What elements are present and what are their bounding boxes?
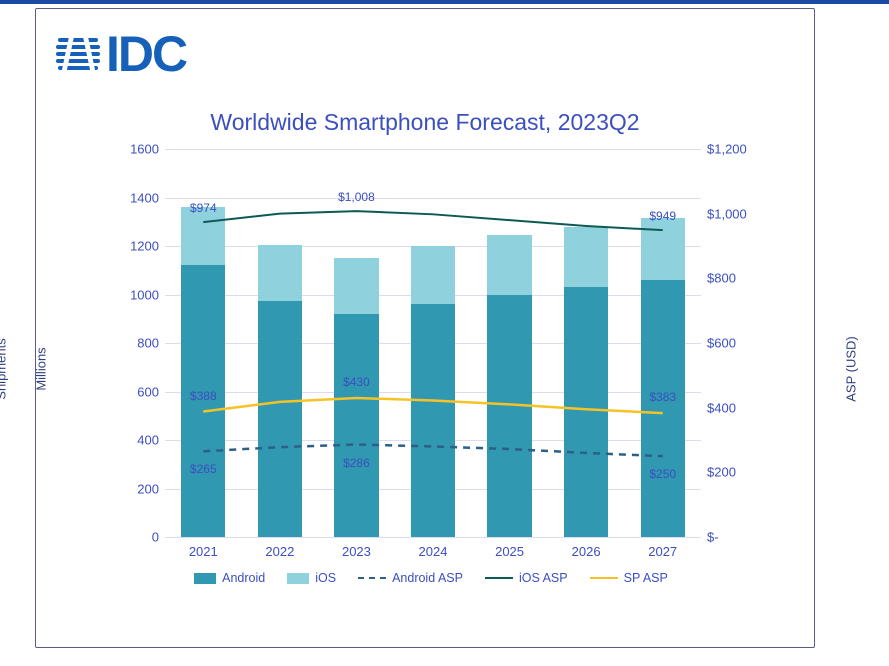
legend-swatch-line [358,577,386,579]
data-label: $383 [649,390,676,404]
grid-line [165,149,701,150]
legend-item: iOS ASP [485,571,568,585]
x-tick: 2027 [648,544,677,559]
chart-frame: IDC Worldwide Smartphone Forecast, 2023Q… [35,8,815,648]
canvas: IDC Worldwide Smartphone Forecast, 2023Q… [0,0,889,666]
y-right-tick: $400 [707,400,767,415]
y-right-tick: $200 [707,465,767,480]
bar-seg-android [411,304,455,537]
y-left-tick: 600 [109,384,159,399]
y-right-tick: $1,000 [707,206,767,221]
y-left-tick: 1000 [109,287,159,302]
bar-seg-android [564,287,608,537]
bar [258,245,302,537]
y-left-tick: 1600 [109,142,159,157]
data-label: $250 [649,467,676,481]
bar [181,207,225,537]
x-tick: 2022 [265,544,294,559]
legend-label: Android [222,571,265,585]
bar-seg-ios [181,207,225,265]
legend-item: Android ASP [358,571,463,585]
legend-swatch-line [590,577,618,579]
y-right-tick: $600 [707,336,767,351]
bar [564,227,608,537]
bar-seg-android [641,280,685,537]
data-label: $430 [343,375,370,389]
data-label: $949 [649,209,676,223]
legend-label: SP ASP [624,571,668,585]
y-right-tick: $1,200 [707,142,767,157]
y-left-tick: 0 [109,530,159,545]
data-label: $265 [190,462,217,476]
bar-seg-android [334,314,378,537]
bar [487,235,531,537]
bar [641,218,685,537]
legend-swatch-box [287,573,309,584]
legend-swatch-line [485,577,513,579]
bar-seg-ios [564,227,608,288]
plot-area: Shipments Millions ASP (USD) $974$1,008$… [101,149,761,589]
grid-line [165,537,701,538]
legend-item: Android [194,571,265,585]
x-tick: 2026 [572,544,601,559]
bar-seg-ios [258,245,302,301]
bar-seg-ios [334,258,378,314]
x-tick: 2025 [495,544,524,559]
x-tick: 2021 [189,544,218,559]
x-tick: 2024 [419,544,448,559]
bar-seg-android [487,295,531,538]
logo-text: IDC [106,29,186,79]
data-label: $1,008 [338,190,375,204]
globe-icon [56,32,100,76]
data-label: $388 [190,389,217,403]
data-label: $974 [190,201,217,215]
legend-label: iOS ASP [519,571,568,585]
legend-item: iOS [287,571,336,585]
x-tick: 2023 [342,544,371,559]
y-left-tick: 800 [109,336,159,351]
y-left-axis-label-outer: Shipments [0,299,9,439]
y-right-tick: $- [707,530,767,545]
y-left-tick: 400 [109,433,159,448]
y-left-tick: 1200 [109,239,159,254]
bar [334,258,378,537]
y-left-axis-label-inner: Millions [34,299,49,439]
idc-logo: IDC [56,29,186,79]
bar-seg-ios [411,246,455,304]
grid-line [165,198,701,199]
y-left-tick: 1400 [109,190,159,205]
legend: Android iOS Android ASP iOS ASP SP ASP [101,571,761,585]
legend-label: Android ASP [392,571,463,585]
y-left-tick: 200 [109,481,159,496]
chart-title: Worldwide Smartphone Forecast, 2023Q2 [36,109,814,136]
y-right-tick: $800 [707,271,767,286]
bar-seg-ios [487,235,531,294]
legend-item: SP ASP [590,571,668,585]
bar-seg-android [258,301,302,537]
legend-label: iOS [315,571,336,585]
legend-swatch-box [194,573,216,584]
bar [411,246,455,537]
bar-seg-ios [641,218,685,280]
top-band [0,0,889,4]
data-label: $286 [343,456,370,470]
y-right-axis-label: ASP (USD) [844,299,859,439]
